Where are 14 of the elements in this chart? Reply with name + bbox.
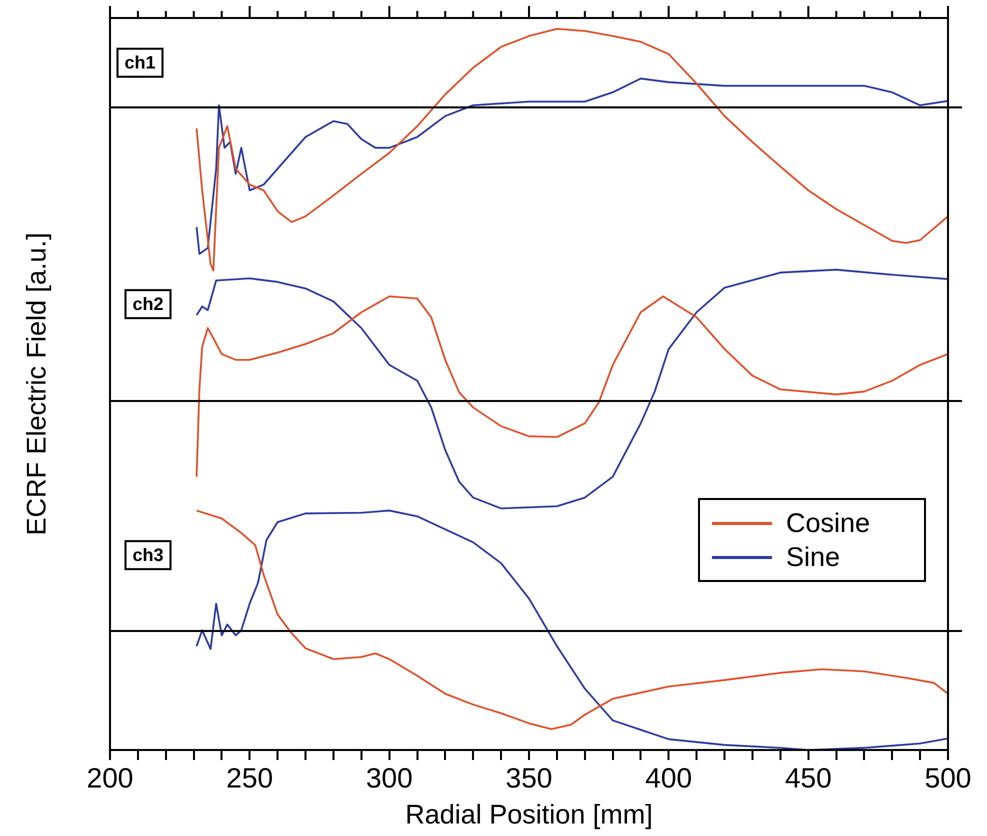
legend-label: Cosine	[786, 507, 870, 540]
x-tick-label: 450	[784, 762, 832, 794]
x-tick-label: 400	[645, 762, 692, 794]
x-tick-label: 500	[924, 762, 972, 794]
annotation: ch3	[132, 545, 164, 566]
x-tick-label: 300	[366, 762, 413, 794]
x-tick-label: 250	[226, 762, 274, 794]
annotation: ch2	[132, 294, 164, 314]
annotation: ch1	[124, 52, 156, 73]
y-axis-title: ECRF Electric Field [a.u.]	[21, 232, 52, 536]
x-tick-label: 350	[506, 762, 552, 794]
x-tick-label: 200	[86, 762, 134, 794]
legend-label: Sine	[786, 541, 840, 574]
x-axis-title: Radial Position [mm]	[405, 799, 653, 830]
